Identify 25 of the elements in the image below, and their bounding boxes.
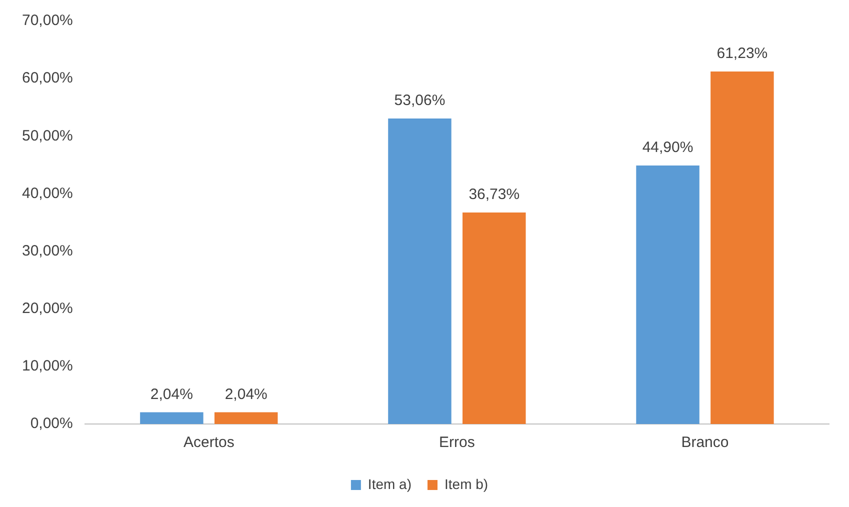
- x-tick-label: Acertos: [183, 434, 234, 452]
- x-tick-label: Erros: [439, 434, 475, 452]
- legend-label: Item b): [444, 476, 488, 492]
- data-label: 2,04%: [224, 386, 268, 403]
- data-label: 44,90%: [642, 139, 694, 156]
- y-tick-label: 60,00%: [22, 70, 73, 87]
- y-tick-label: 10,00%: [22, 358, 73, 375]
- bar: [140, 412, 204, 424]
- bar: [462, 212, 526, 424]
- x-tick-label: Branco: [681, 434, 729, 452]
- data-label: 36,73%: [468, 186, 520, 204]
- data-label: 53,06%: [394, 92, 446, 110]
- y-tick-label: 30,00%: [22, 242, 73, 260]
- y-tick-label: 50,00%: [22, 127, 73, 144]
- bar: [710, 71, 774, 424]
- y-tick-label: 40,00%: [22, 184, 73, 202]
- legend-label: Item a): [368, 476, 412, 492]
- y-tick-label: 70,00%: [22, 12, 73, 30]
- bar: [214, 412, 278, 424]
- bar: [388, 118, 452, 424]
- y-tick-label: 0,00%: [30, 415, 73, 432]
- bar: [636, 166, 700, 424]
- y-tick-label: 20,00%: [22, 300, 73, 317]
- data-label: 61,23%: [716, 45, 768, 62]
- data-label: 2,04%: [150, 386, 193, 403]
